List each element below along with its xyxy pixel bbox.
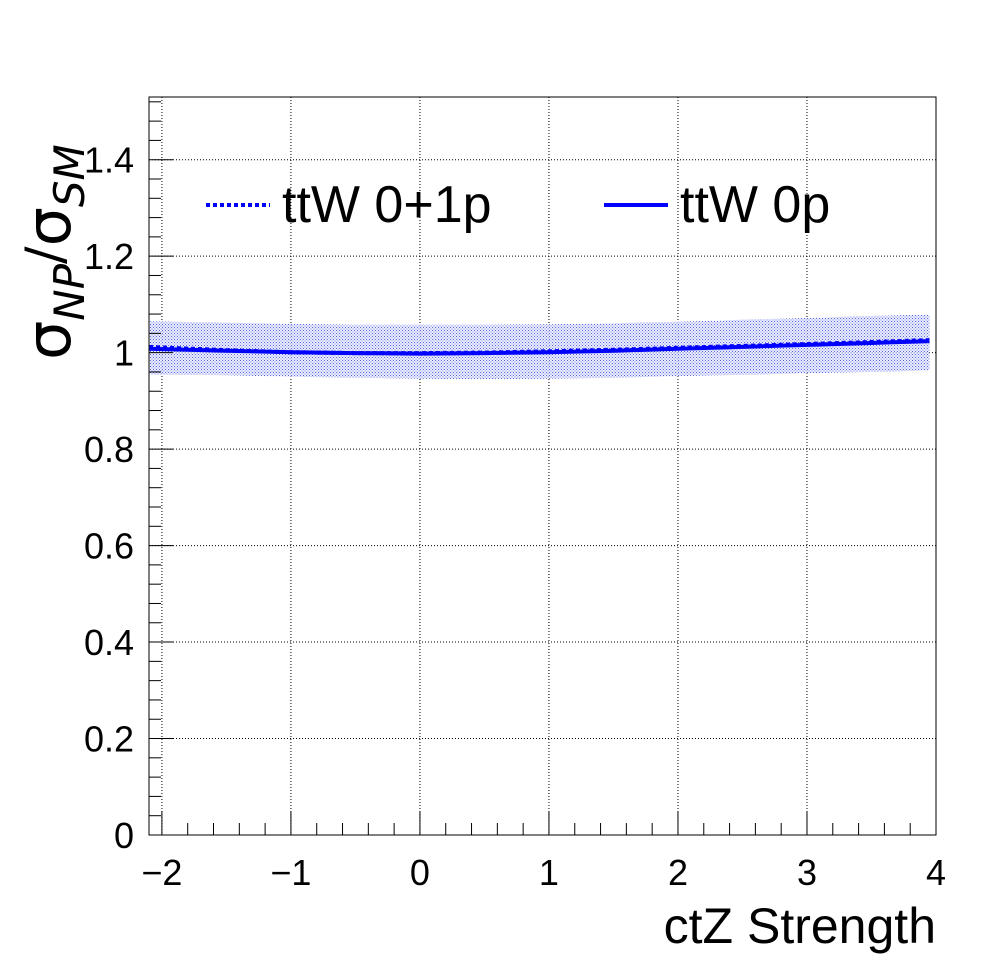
band-area bbox=[149, 314, 930, 380]
y-tick-label: 1 bbox=[114, 333, 134, 374]
x-tick-label: 4 bbox=[926, 852, 946, 893]
legend-label-ttw-0p: ttW 0p bbox=[680, 176, 830, 234]
y-tick-label: 0.6 bbox=[84, 526, 134, 567]
series-group bbox=[148, 338, 930, 356]
x-tick-label: 3 bbox=[797, 852, 817, 893]
x-tick-label: 2 bbox=[668, 852, 688, 893]
y-axis-sigma-numerator: σ bbox=[12, 321, 85, 360]
y-axis-sigma-denominator: σ bbox=[12, 207, 85, 246]
y-tick-label: 0.4 bbox=[84, 622, 134, 663]
y-tick-label: 0.8 bbox=[84, 429, 134, 470]
uncertainty-band bbox=[149, 314, 930, 380]
y-tick-labels: 0 0.2 0.4 0.6 0.8 1 1.2 1.4 bbox=[84, 140, 134, 856]
x-tick-label: −2 bbox=[141, 852, 182, 893]
y-axis-title: σNP/σSM bbox=[12, 144, 94, 360]
y-axis-sub-np: NP bbox=[45, 263, 94, 320]
y-tick-label: 0.2 bbox=[84, 719, 134, 760]
x-tick-label: −1 bbox=[270, 852, 311, 893]
legend-label-ttw-0plus1p: ttW 0+1p bbox=[282, 176, 492, 234]
y-tick-label: 1.2 bbox=[84, 236, 134, 277]
x-tick-label: 1 bbox=[539, 852, 559, 893]
x-tick-label: 0 bbox=[410, 852, 430, 893]
y-tick-label: 1.4 bbox=[84, 140, 134, 181]
plot-frame bbox=[148, 96, 937, 836]
series-line-1 bbox=[148, 339, 930, 356]
x-tick-labels: −2 −1 0 1 2 3 4 bbox=[141, 852, 946, 893]
x-axis-title: ctZ Strength bbox=[664, 898, 936, 954]
y-axis-slash: / bbox=[15, 246, 75, 264]
y-tick-label: 0 bbox=[114, 815, 134, 856]
legend: ttW 0+1p ttW 0p bbox=[206, 176, 830, 234]
y-axis-sub-sm: SM bbox=[45, 144, 94, 207]
axis-ticks bbox=[149, 101, 937, 836]
svg-text:σNP/σSM: σNP/σSM bbox=[12, 144, 94, 360]
